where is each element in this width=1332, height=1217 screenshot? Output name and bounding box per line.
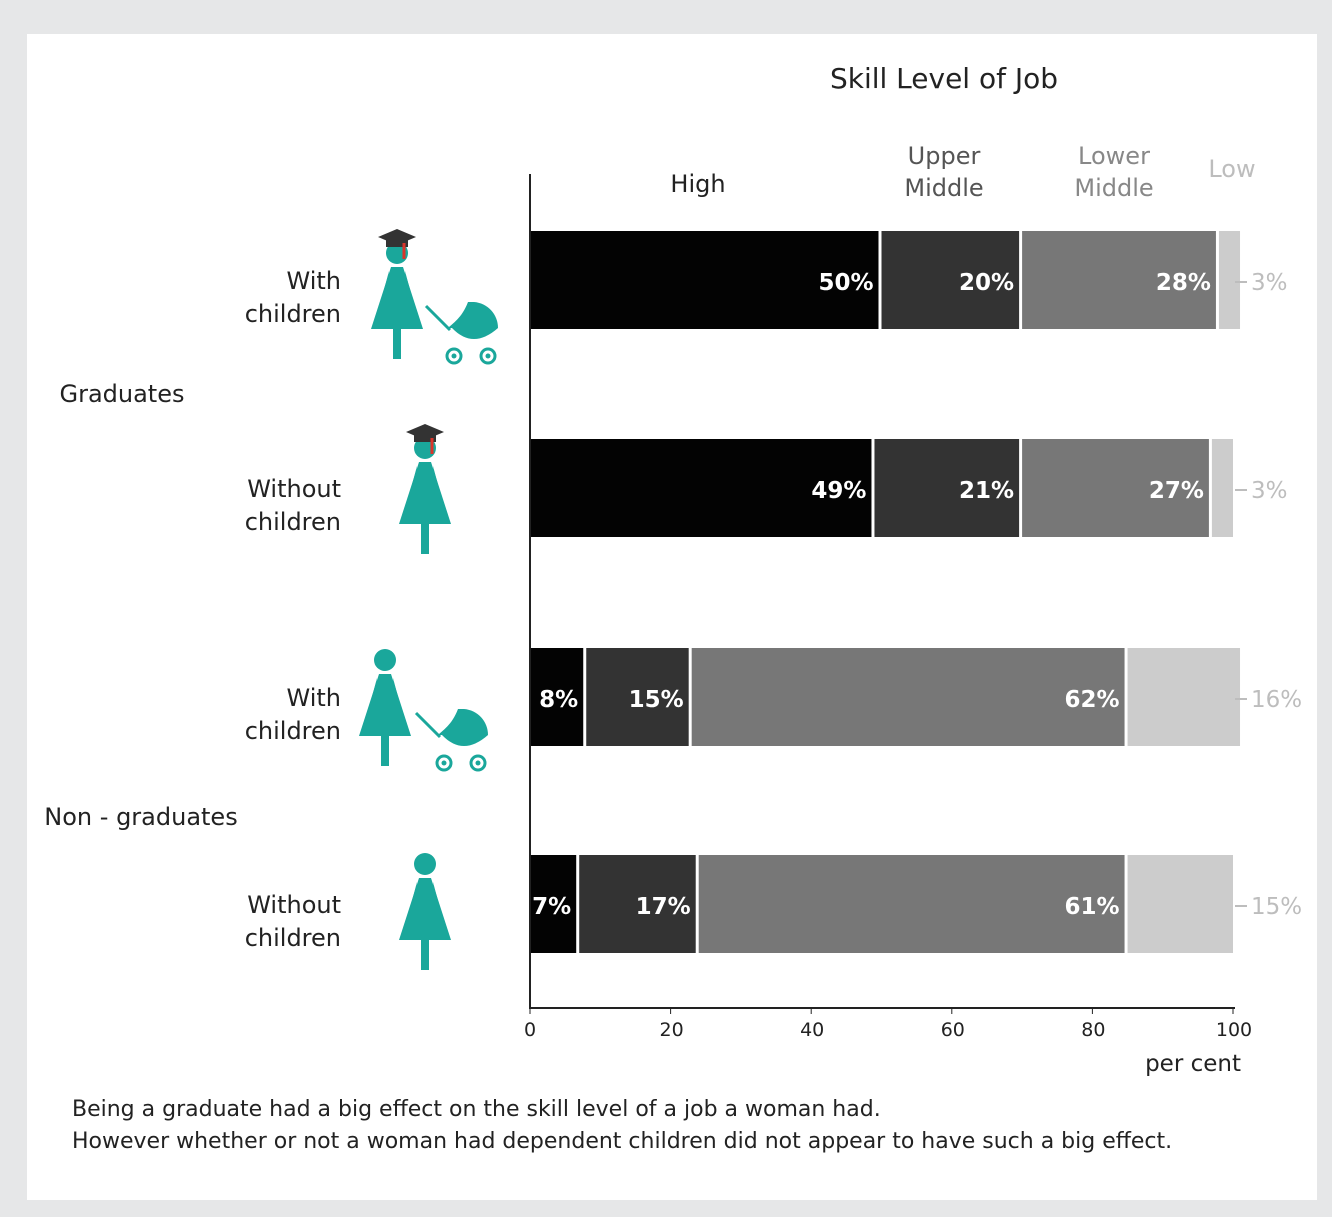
x-tick-label: 60 (941, 1019, 965, 1041)
bar-segment (698, 855, 1125, 953)
series-header: Middle (1074, 174, 1153, 202)
value-label: 17% (636, 894, 691, 920)
row-label: children (245, 924, 341, 952)
value-label: 50% (818, 270, 873, 296)
row-label: With (287, 267, 342, 295)
bar-segment (691, 648, 1125, 746)
x-axis-label: per cent (1145, 1051, 1241, 1077)
bar-segment (530, 855, 577, 953)
series-header: Low (1208, 155, 1255, 183)
value-label: 62% (1064, 687, 1119, 713)
bar-segment (1127, 648, 1241, 746)
series-header: High (670, 170, 725, 198)
bar-row: 8% 15% 62% 16% (530, 648, 1302, 746)
bar-segment (586, 648, 689, 746)
row-label: Without (247, 891, 341, 919)
value-label: 15% (629, 687, 684, 713)
series-headers: High Upper Middle Lower Middle Low (670, 142, 1255, 202)
bar-segment (1218, 231, 1241, 329)
bar-segment (881, 231, 1020, 329)
x-tick-label: 40 (800, 1019, 824, 1041)
row-label: children (245, 717, 341, 745)
bar-segment (1022, 231, 1216, 329)
chart-title: Skill Level of Job (830, 62, 1058, 95)
value-label: 20% (959, 270, 1014, 296)
bar-segment (530, 439, 872, 537)
bar-segment (1022, 439, 1209, 537)
bars: 50% 20% 28% 3% 49% 21% 27% 3% 8% 15% 62% 16% 7% 17% 61… (530, 231, 1302, 953)
bar-segment (579, 855, 696, 953)
woman-icon (399, 853, 451, 970)
group-label: Non - graduates (44, 803, 237, 831)
bar-row: 7% 17% 61% 15% (530, 855, 1302, 953)
graduate-woman-stroller-icon (371, 229, 499, 365)
value-label: 8% (539, 687, 578, 713)
woman-stroller-icon (359, 649, 489, 772)
bar-segment (1127, 855, 1233, 953)
x-tick-label: 0 (524, 1019, 536, 1041)
bar-row: 50% 20% 28% 3% (530, 231, 1288, 329)
series-header: Lower (1078, 142, 1150, 170)
bar-row: 49% 21% 27% 3% (530, 439, 1288, 537)
x-tick-label: 20 (660, 1019, 684, 1041)
caption-line-2: However whether or not a woman had depen… (72, 1129, 1173, 1154)
value-label: 27% (1149, 478, 1204, 504)
value-label: 28% (1156, 270, 1211, 296)
group-labels: Graduates Non - graduates (44, 380, 237, 831)
value-label: 16% (1251, 687, 1302, 713)
row-labels: With children Without children With children W… (245, 267, 341, 952)
row-label: With (287, 684, 342, 712)
x-tick-label: 80 (1081, 1019, 1105, 1041)
x-tick-label: 100 (1216, 1019, 1252, 1041)
bar-segment (1211, 439, 1233, 537)
row-label: Without (247, 475, 341, 503)
caption-line-1: Being a graduate had a big effect on the… (72, 1097, 881, 1122)
group-label: Graduates (59, 380, 184, 408)
value-label: 61% (1064, 894, 1119, 920)
value-label: 7% (532, 894, 571, 920)
graduate-woman-icon (399, 424, 451, 554)
series-header: Middle (904, 174, 983, 202)
bar-segment (530, 231, 879, 329)
chart-card (27, 34, 1317, 1200)
series-header: Upper (908, 142, 981, 170)
row-icons (359, 229, 499, 970)
value-label: 15% (1251, 894, 1302, 920)
x-axis: 0 20 40 60 80 100 (524, 174, 1252, 1041)
value-label: 49% (811, 478, 866, 504)
value-label: 21% (959, 478, 1014, 504)
bar-segment (874, 439, 1020, 537)
value-label: 3% (1251, 270, 1288, 296)
row-label: children (245, 508, 341, 536)
row-label: children (245, 300, 341, 328)
bar-segment (530, 648, 584, 746)
value-label: 3% (1251, 478, 1288, 504)
